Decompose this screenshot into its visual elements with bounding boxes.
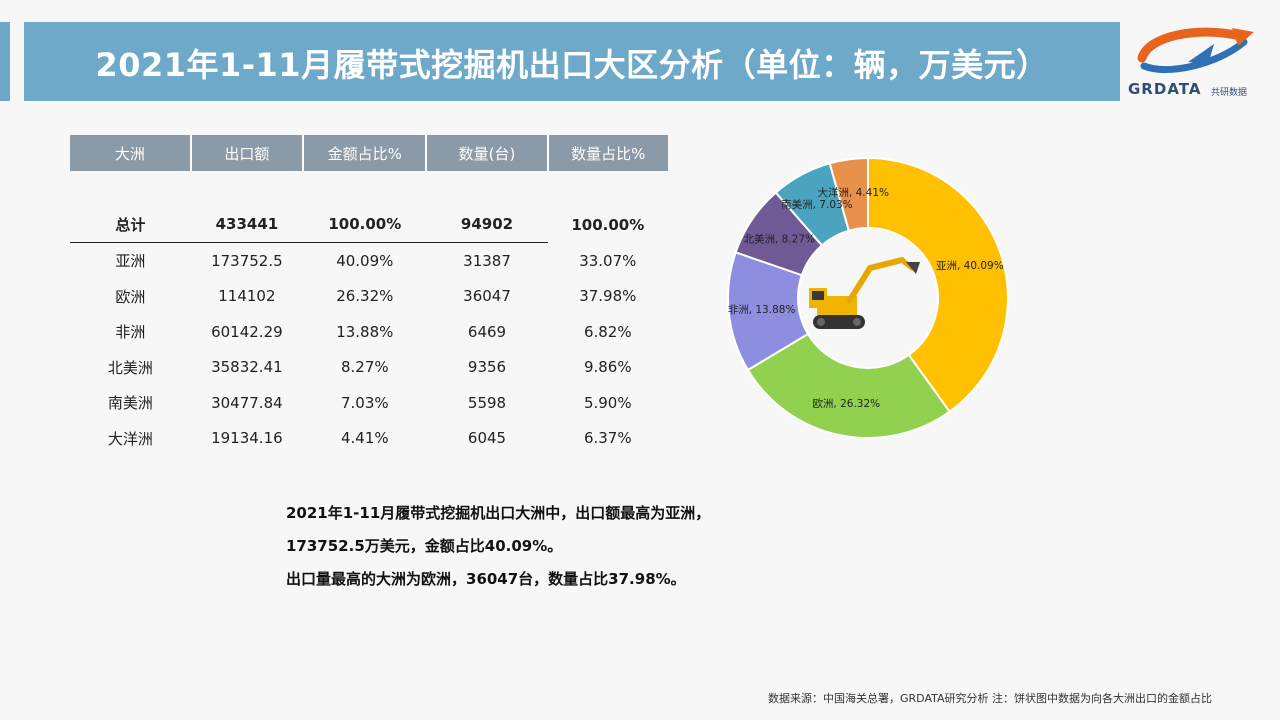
table-cell: 非洲 <box>115 323 146 342</box>
export-region-table: 大洲 出口额 金额占比% 数量(台) 数量占比% 总计 433441 100.0… <box>70 135 668 456</box>
table-row: 大洋洲 19134.16 4.41% 6045 6.37% <box>70 421 668 457</box>
table-cell: 40.09% <box>336 251 394 270</box>
table-cell: 6.37% <box>583 429 632 448</box>
table-cell: 南美洲 <box>107 394 153 413</box>
table-cell: 31387 <box>463 251 511 270</box>
table-row: 欧洲 114102 26.32% 36047 37.98% <box>70 279 668 315</box>
pie-slice-1 <box>746 332 952 439</box>
logo-subtext: 共研数据 <box>1211 88 1248 98</box>
column-header: 金额占比% <box>303 135 428 171</box>
pie-slice-label: 非洲, 13.88% <box>728 304 796 316</box>
table-cell: 8.27% <box>340 358 389 377</box>
title-banner <box>24 22 1120 101</box>
table-cell: 33.07% <box>579 251 637 270</box>
table-cell: 9.86% <box>583 358 632 377</box>
table-cell: 433441 <box>190 206 304 243</box>
column-header: 出口额 <box>190 135 305 171</box>
pie-slice-label: 大洋洲, 4.41% <box>817 186 889 199</box>
source-footnote: 数据来源：中国海关总署，GRDATA研究分析 注：饼状图中数据为向各大洲出口的金… <box>768 692 1212 705</box>
table-cell: 总计 <box>70 206 191 243</box>
table-cell: 北美洲 <box>107 358 153 377</box>
table-cell: 36047 <box>463 287 511 306</box>
summary-line: 出口量最高的大洲为欧洲，36047台，数量占比37.98%。 <box>286 570 686 588</box>
table-cell: 60142.29 <box>211 322 283 341</box>
table-cell: 100.00% <box>571 215 645 234</box>
table-cell: 6.82% <box>583 322 632 341</box>
table-cell: 大洋洲 <box>107 429 153 448</box>
table-cell: 6469 <box>467 322 507 341</box>
table-cell: 7.03% <box>340 393 389 412</box>
table-cell: 100.00% <box>303 206 427 243</box>
table-cell: 114102 <box>218 287 276 306</box>
table-cell: 9356 <box>467 358 507 377</box>
table-header-row: 大洲 出口额 金额占比% 数量(台) 数量占比% <box>70 135 668 171</box>
table-cell: 35832.41 <box>211 358 283 377</box>
table-row: 非洲 60142.29 13.88% 6469 6.82% <box>70 314 668 350</box>
pie-slice-0 <box>867 156 1009 414</box>
table-cell: 5598 <box>467 393 507 412</box>
pie-slice-label: 亚洲, 40.09% <box>936 260 1004 272</box>
donut-chart: 亚洲, 40.09% 欧洲, 26.32% 非洲, 13.88% 北美洲, 8.27%… <box>720 150 1020 440</box>
table-cell: 94902 <box>426 206 548 243</box>
logo-text: GRDATA <box>1128 80 1202 98</box>
table-cell: 173752.5 <box>211 251 283 270</box>
pie-slice-label: 欧洲, 26.32% <box>812 398 880 410</box>
table-row: 南美洲 30477.84 7.03% 5598 5.90% <box>70 385 668 421</box>
column-header: 数量占比% <box>547 135 668 171</box>
page-title: 2021年1-11月履带式挖掘机出口大区分析（单位：辆，万美元） <box>95 46 1049 84</box>
column-header: 大洲 <box>70 135 192 171</box>
table-cell: 4.41% <box>340 429 389 448</box>
summary-line: 173752.5万美元，金额占比40.09%。 <box>286 537 563 555</box>
table-cell: 30477.84 <box>211 393 283 412</box>
table-cell: 26.32% <box>336 287 394 306</box>
pie-slice-label: 北美洲, 8.27% <box>743 232 815 245</box>
table-cell: 13.88% <box>336 322 394 341</box>
table-cell: 亚洲 <box>115 252 146 271</box>
column-header: 数量(台) <box>426 135 549 171</box>
table-cell: 6045 <box>467 429 507 448</box>
table-total-row: 总计 433441 100.00% 94902 100.00% <box>70 206 668 243</box>
table-row: 北美洲 35832.41 8.27% 9356 9.86% <box>70 350 668 386</box>
grdata-logo: GRDATA 共研数据 <box>1128 18 1264 104</box>
table-cell: 19134.16 <box>211 429 283 448</box>
table-cell: 欧洲 <box>115 287 146 306</box>
pie-slice-5 <box>828 156 869 232</box>
logo-swoosh-icon <box>1137 27 1254 74</box>
excavator-icon <box>809 257 920 329</box>
donut-chart-svg: 亚洲, 40.09% 欧洲, 26.32% 非洲, 13.88% 北美洲, 8.27%… <box>727 156 1009 439</box>
table-cell: 37.98% <box>579 287 637 306</box>
table-row: 亚洲 173752.5 40.09% 31387 33.07% <box>70 243 668 279</box>
pie-slice-label: 南美洲, 7.03% <box>781 198 853 211</box>
table-cell: 5.90% <box>583 393 632 412</box>
summary-line: 2021年1-11月履带式挖掘机出口大洲中，出口额最高为亚洲， <box>286 504 711 522</box>
left-accent-bar <box>0 22 10 101</box>
summary-text: 2021年1-11月履带式挖掘机出口大洲中，出口额最高为亚洲， 173752.5… <box>286 497 710 596</box>
